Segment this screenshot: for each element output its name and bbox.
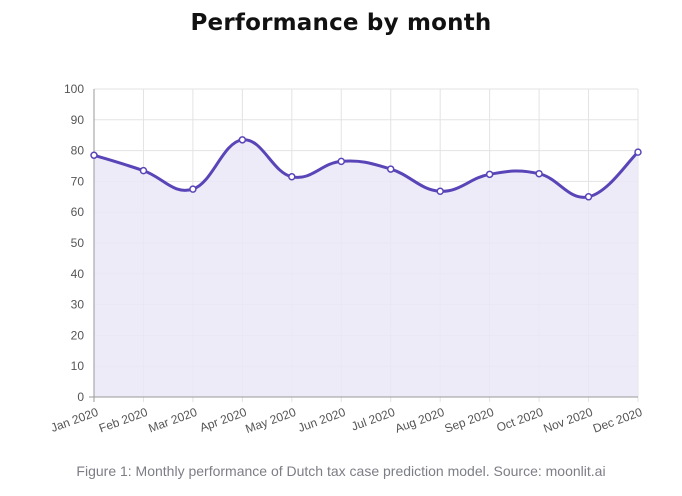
data-point: [386, 165, 395, 173]
x-tick-label: Mar 2020: [147, 405, 200, 436]
x-tick-label: May 2020: [244, 405, 299, 436]
data-point: [189, 185, 197, 193]
data-point: [634, 148, 642, 156]
data-point: [139, 166, 148, 175]
y-tick-label: 100: [64, 82, 84, 96]
y-tick-label: 20: [71, 328, 85, 342]
y-axis-tick-labels: 0 10 20 30 40 50 60 70 80 90 100: [64, 82, 84, 404]
x-tick-label: Sep 2020: [443, 405, 496, 436]
x-tick-label: Jun 2020: [296, 405, 347, 435]
x-tick-label: Nov 2020: [542, 405, 595, 436]
x-tick-label: Apr 2020: [198, 405, 249, 435]
x-tick-label: Dec 2020: [591, 405, 644, 436]
y-tick-label: 80: [71, 144, 85, 158]
y-tick-label: 10: [71, 359, 85, 373]
data-point: [584, 193, 593, 201]
data-point: [337, 157, 346, 166]
data-point: [90, 151, 98, 159]
data-point: [238, 136, 247, 144]
figure-caption: Figure 1: Monthly performance of Dutch t…: [76, 463, 606, 479]
x-tick-label: Feb 2020: [97, 405, 150, 436]
data-points: [90, 136, 642, 201]
x-tick-label: Jul 2020: [349, 405, 397, 434]
data-point: [485, 170, 494, 179]
x-tick-label: Jan 2020: [49, 405, 100, 435]
y-tick-label: 60: [71, 205, 85, 219]
data-point: [436, 187, 444, 196]
data-point: [288, 173, 296, 181]
chart-title: Performance by month: [190, 10, 492, 36]
axes: [89, 89, 638, 402]
y-tick-label: 40: [71, 267, 85, 281]
y-tick-label: 70: [71, 174, 85, 188]
y-tick-label: 50: [71, 236, 85, 250]
y-tick-label: 0: [77, 390, 84, 404]
x-tick-label: Oct 2020: [495, 405, 546, 435]
y-tick-label: 30: [71, 298, 85, 312]
x-tick-label: Aug 2020: [393, 405, 446, 436]
area-fill: [94, 139, 638, 398]
y-tick-label: 90: [71, 113, 85, 127]
data-point: [535, 169, 543, 178]
